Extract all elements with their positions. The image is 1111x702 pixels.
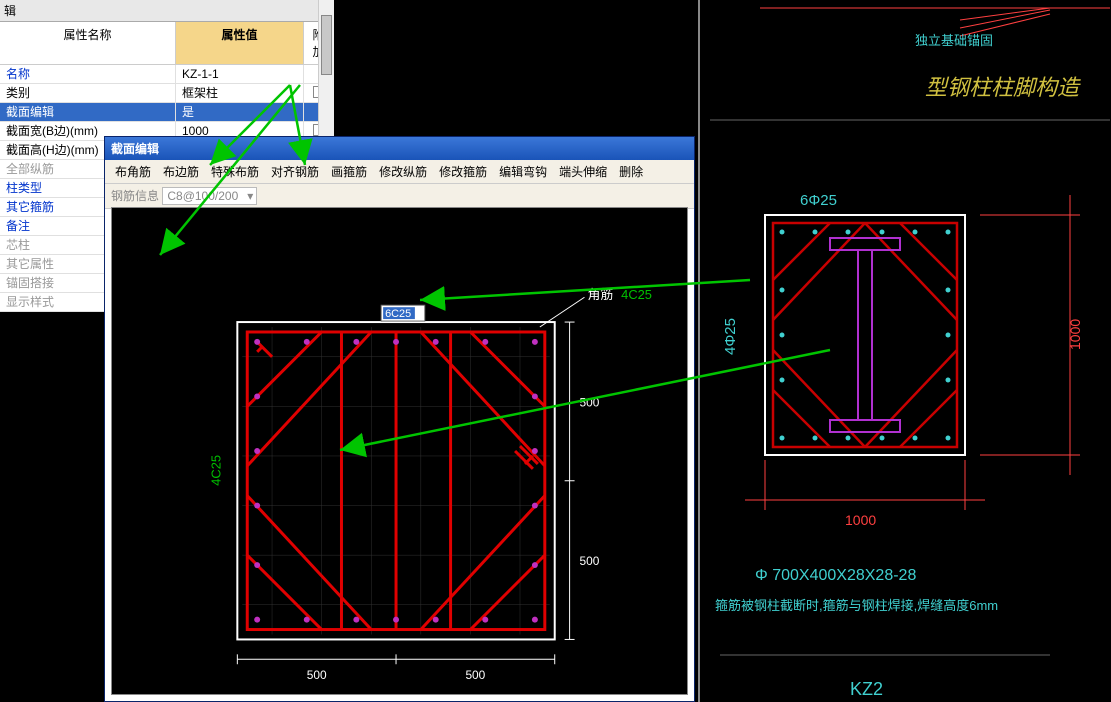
cad-top-rebar: 6Φ25 xyxy=(800,192,837,209)
left-rebar-label: 4C25 xyxy=(208,455,223,486)
cad-dim-right: 1000 xyxy=(1067,319,1083,350)
edit-input[interactable]: 6C25 xyxy=(385,308,411,320)
cad-svg: 独立基础锚固 型钢柱柱脚构造 6Φ25 4Φ25 xyxy=(700,0,1111,702)
col-header-value: 属性值 xyxy=(176,22,304,64)
scrollbar-thumb[interactable] xyxy=(321,15,332,75)
toolbar-button[interactable]: 删除 xyxy=(613,163,649,181)
dialog-title: 截面编辑 xyxy=(105,137,694,160)
dim-v1: 500 xyxy=(580,395,600,409)
toolbar-button[interactable]: 布角筋 xyxy=(109,163,157,181)
cad-title: 型钢柱柱脚构造 xyxy=(925,75,1081,100)
section-editor-dialog: 截面编辑 布角筋布边筋特殊布筋对齐钢筋画箍筋修改纵筋修改箍筋编辑弯钩端头伸缩删除… xyxy=(104,136,695,702)
section-svg: 角筋 4C25 6C25 4C25 500 500 500 500 xyxy=(112,208,687,694)
cad-spec: Φ 700X400X28X28-28 xyxy=(755,567,916,584)
editor-toolbar: 布角筋布边筋特殊布筋对齐钢筋画箍筋修改纵筋修改箍筋编辑弯钩端头伸缩删除 xyxy=(105,160,694,184)
cad-note: 箍筋被钢柱截断时,箍筋与钢柱焊接,焊缝高度6mm xyxy=(715,598,998,613)
dim-v2: 500 xyxy=(580,554,600,568)
rebar-info-label: 钢筋信息 xyxy=(111,189,159,203)
corner-label: 角筋 xyxy=(587,287,613,302)
cad-kz-label: KZ2 xyxy=(850,679,883,699)
toolbar-button[interactable]: 端头伸缩 xyxy=(553,163,613,181)
cad-text-1: 独立基础锚固 xyxy=(915,33,993,48)
prop-row[interactable]: 截面编辑是 xyxy=(0,103,334,122)
cad-viewport[interactable]: 独立基础锚固 型钢柱柱脚构造 6Φ25 4Φ25 xyxy=(698,0,1111,702)
rebar-info-row: 钢筋信息 C8@100/200 xyxy=(105,184,694,209)
cad-dim-bottom: 1000 xyxy=(845,512,876,528)
corner-value: 4C25 xyxy=(621,287,652,302)
prop-name: 名称 xyxy=(0,65,176,83)
toolbar-button[interactable]: 布边筋 xyxy=(157,163,205,181)
prop-value[interactable]: 是 xyxy=(176,103,304,121)
toolbar-button[interactable]: 特殊布筋 xyxy=(205,163,265,181)
toolbar-button[interactable]: 编辑弯钩 xyxy=(493,163,553,181)
section-canvas[interactable]: 角筋 4C25 6C25 4C25 500 500 500 500 xyxy=(111,207,688,695)
col-header-name: 属性名称 xyxy=(0,22,176,64)
prop-name: 截面编辑 xyxy=(0,103,176,121)
prop-value[interactable]: 框架柱 xyxy=(176,84,304,102)
prop-row[interactable]: 名称KZ-1-1 xyxy=(0,65,334,84)
rebar-info-dropdown[interactable]: C8@100/200 xyxy=(162,187,257,205)
prop-value[interactable]: KZ-1-1 xyxy=(176,65,304,83)
cad-stirrup xyxy=(773,223,957,447)
toolbar-button[interactable]: 对齐钢筋 xyxy=(265,163,325,181)
cad-left-rebar: 4Φ25 xyxy=(722,318,739,355)
toolbar-button[interactable]: 修改纵筋 xyxy=(373,163,433,181)
prop-header-row: 属性名称 属性值 附加 xyxy=(0,22,334,65)
prop-row[interactable]: 类别框架柱 xyxy=(0,84,334,103)
dim-h1: 500 xyxy=(307,668,327,682)
panel-tab[interactable]: 辑 xyxy=(0,0,334,22)
dim-h2: 500 xyxy=(465,668,485,682)
prop-name: 类别 xyxy=(0,84,176,102)
toolbar-button[interactable]: 画箍筋 xyxy=(325,163,373,181)
toolbar-button[interactable]: 修改箍筋 xyxy=(433,163,493,181)
